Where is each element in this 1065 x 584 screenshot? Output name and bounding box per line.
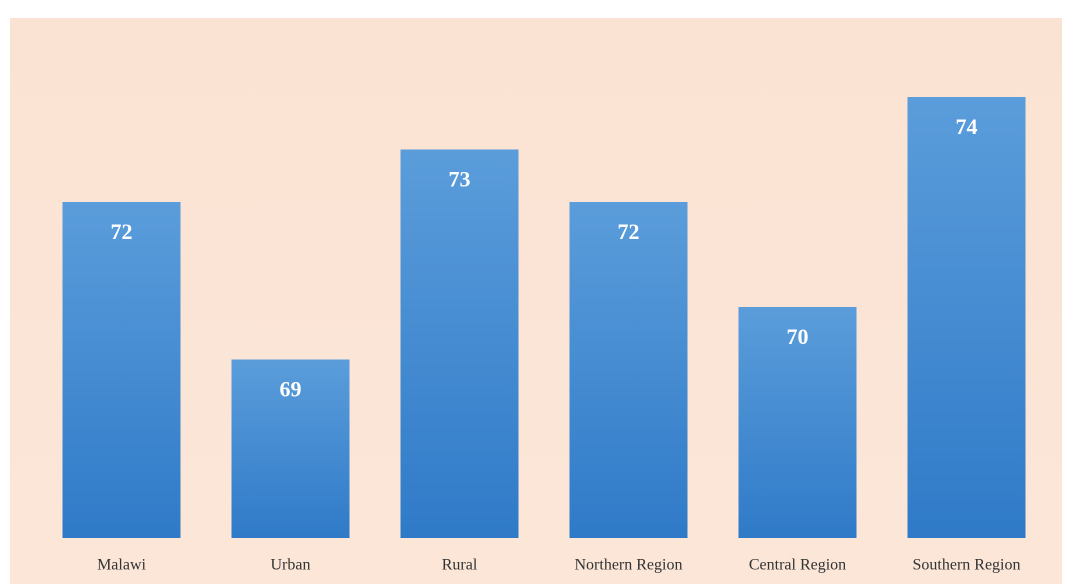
plot-background bbox=[10, 18, 1062, 584]
data-label: 70 bbox=[787, 324, 809, 349]
data-label: 74 bbox=[956, 114, 978, 139]
bar bbox=[62, 202, 181, 538]
x-tick-label: Northern Region bbox=[575, 557, 683, 574]
x-tick-label: Southern Region bbox=[913, 557, 1021, 574]
bar bbox=[569, 202, 688, 538]
bar bbox=[231, 359, 350, 538]
data-label: 73 bbox=[449, 167, 471, 192]
data-label: 72 bbox=[618, 219, 640, 244]
data-label: 69 bbox=[280, 377, 302, 402]
x-tick-label: Central Region bbox=[749, 557, 846, 574]
x-tick-label: Rural bbox=[442, 557, 478, 574]
bar bbox=[907, 97, 1026, 538]
bar bbox=[738, 307, 857, 538]
data-label: 72 bbox=[111, 219, 133, 244]
x-tick-label: Malawi bbox=[97, 557, 146, 574]
bar bbox=[400, 149, 519, 538]
x-tick-label: Urban bbox=[271, 557, 311, 574]
